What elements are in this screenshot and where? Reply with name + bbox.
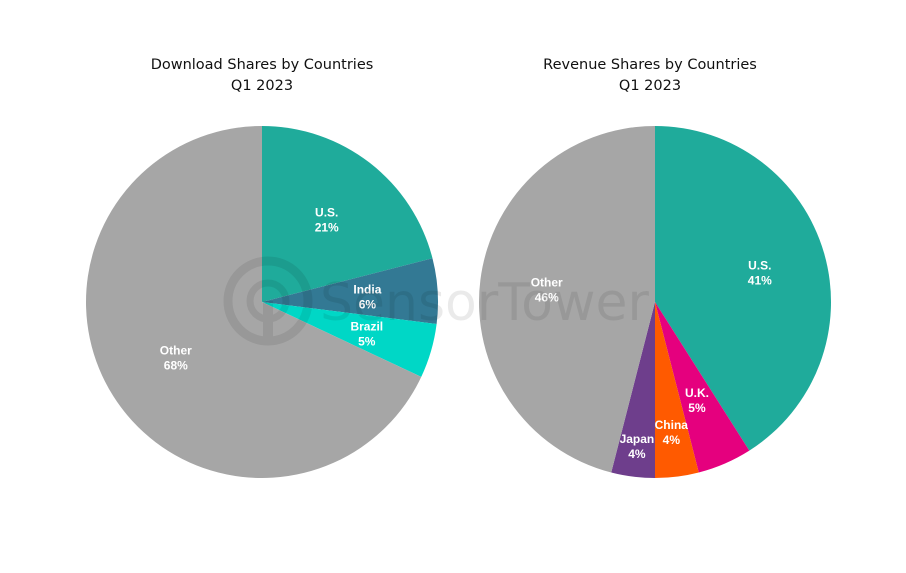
download-shares-chart: Download Shares by Countries Q1 2023 U.S… (86, 57, 438, 479)
revenue-slice-china (655, 302, 699, 478)
revenue-slice-label-u-k: U.K. (685, 386, 709, 400)
download-slice-other (86, 126, 422, 479)
revenue-shares-chart: Revenue Shares by Countries Q1 2023 U.S.… (478, 57, 832, 478)
revenue-slice-other (478, 126, 655, 473)
revenue-slice-value-china: 4% (663, 433, 681, 447)
download-slice-value-brazil: 5% (358, 334, 376, 348)
revenue-chart-title: Revenue Shares by Countries (543, 57, 757, 73)
download-slice-label-u-s: U.S. (315, 206, 338, 220)
revenue-slice-value-japan: 4% (628, 447, 646, 461)
revenue-slice-u-s (655, 126, 832, 451)
revenue-slice-label-japan: Japan (620, 432, 655, 446)
download-slice-value-u-s: 21% (315, 221, 339, 235)
revenue-slice-value-other: 46% (535, 290, 559, 304)
download-slice-value-india: 6% (359, 297, 377, 311)
sensor-tower-logo-icon (223, 256, 313, 346)
watermark-text: SensorTower (320, 273, 650, 333)
revenue-chart-subtitle: Q1 2023 (619, 78, 681, 94)
download-slice-brazil (262, 302, 437, 377)
revenue-slice-label-china: China (655, 418, 689, 432)
revenue-slice-value-u-s: 41% (748, 274, 772, 288)
revenue-slice-japan (611, 302, 655, 478)
download-slice-label-other: Other (160, 344, 192, 358)
sensor-tower-watermark: SensorTower (223, 256, 650, 346)
download-slice-label-india: India (353, 282, 381, 296)
download-slice-value-other: 68% (164, 359, 188, 373)
revenue-slice-u-k (655, 302, 750, 473)
revenue-slice-label-u-s: U.S. (748, 259, 771, 273)
download-slice-label-brazil: Brazil (350, 319, 383, 333)
download-slice-india (262, 258, 438, 325)
revenue-slice-label-other: Other (531, 275, 563, 289)
download-slice-u-s (262, 126, 433, 302)
download-chart-subtitle: Q1 2023 (231, 78, 293, 94)
revenue-slice-value-u-k: 5% (688, 401, 706, 415)
download-chart-title: Download Shares by Countries (151, 57, 374, 73)
